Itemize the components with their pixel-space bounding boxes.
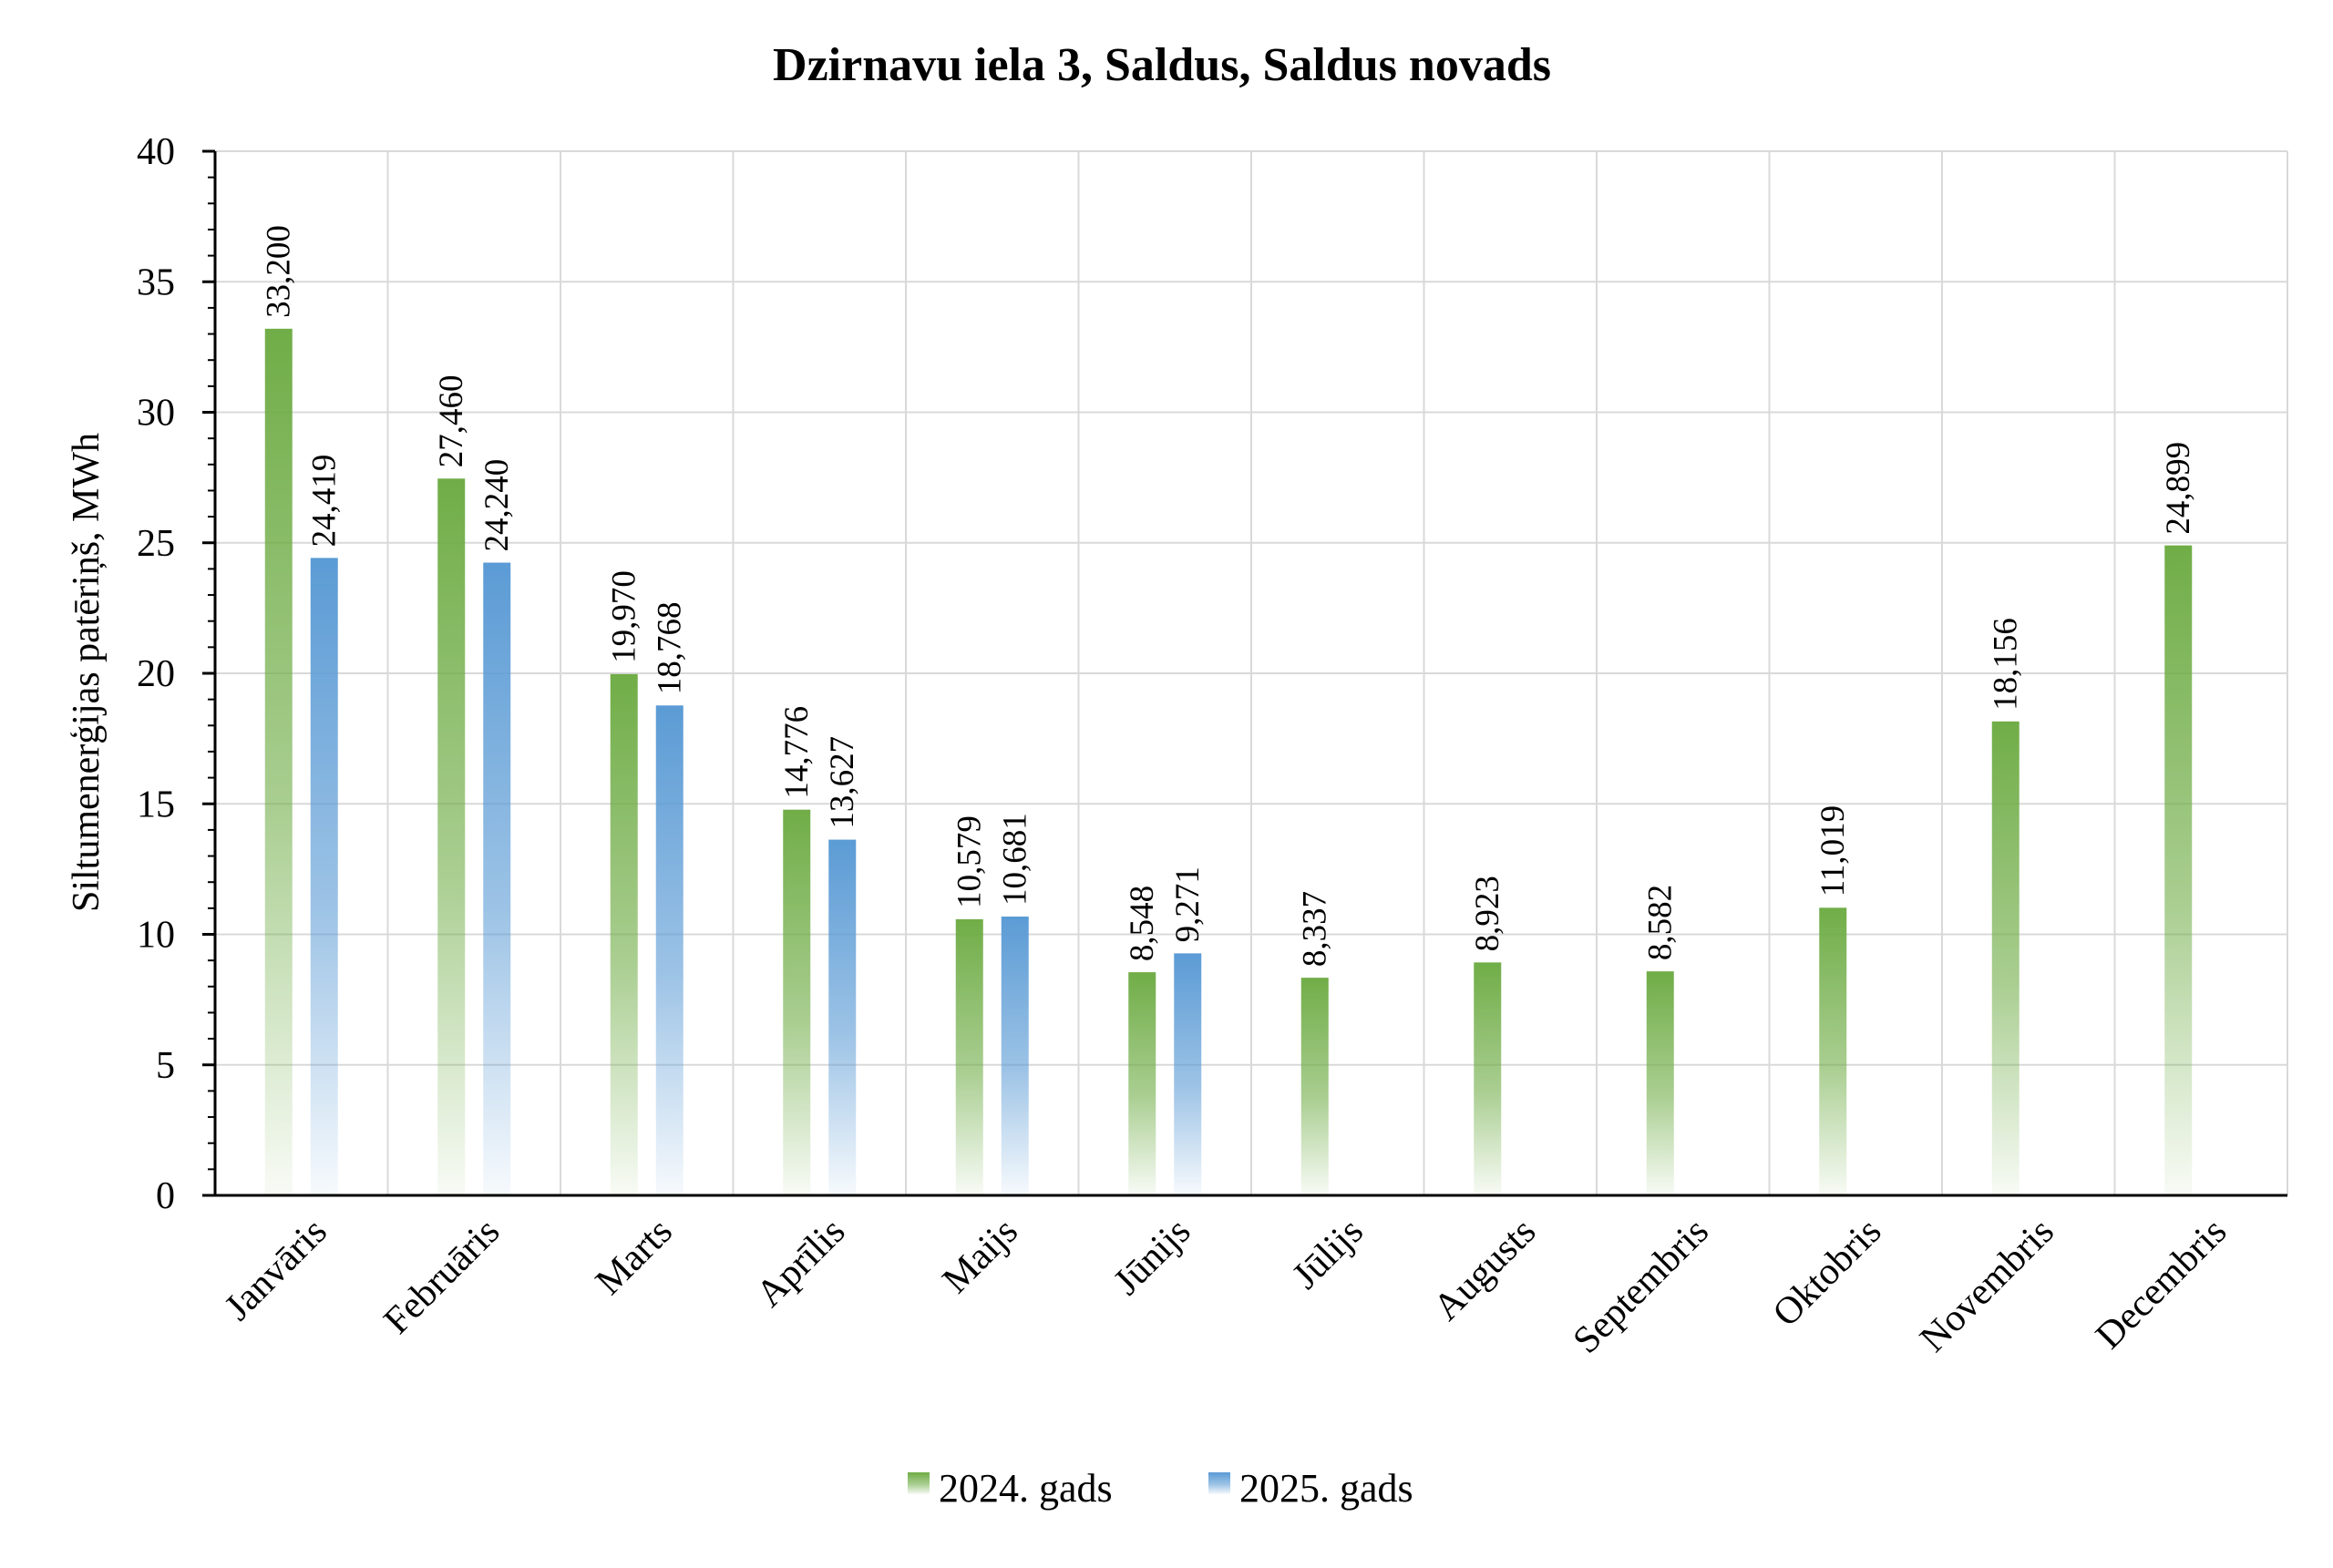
x-tick-label: Maijs bbox=[935, 1211, 1026, 1302]
x-tick-label: Septembris bbox=[1566, 1211, 1717, 1362]
bar-2024-3 bbox=[783, 809, 811, 1195]
x-tick-label: Februāris bbox=[376, 1211, 509, 1343]
data-label: 33,200 bbox=[261, 225, 298, 318]
x-tick-label: Decembris bbox=[2088, 1211, 2235, 1358]
y-tick-label: 10 bbox=[137, 915, 175, 957]
x-tick-label: Marts bbox=[588, 1211, 681, 1304]
bar-2024-1 bbox=[437, 478, 466, 1195]
bar-2024-10 bbox=[1991, 721, 2020, 1195]
data-label: 14,776 bbox=[778, 706, 816, 799]
y-tick-label: 15 bbox=[137, 784, 175, 825]
y-axis-label: Siltumenerģijas patēriņš, MWh bbox=[66, 433, 108, 912]
y-tick-label: 30 bbox=[137, 393, 175, 435]
bar-2024-6 bbox=[1300, 978, 1329, 1195]
x-tick-label: Jūlijs bbox=[1285, 1211, 1372, 1297]
data-label: 10,681 bbox=[997, 813, 1034, 906]
legend-label: 2024. gads bbox=[939, 1466, 1113, 1511]
bar-2025-1 bbox=[483, 562, 511, 1195]
data-label: 19,970 bbox=[606, 570, 643, 663]
data-label: 10,579 bbox=[951, 815, 989, 908]
y-tick-label: 40 bbox=[137, 131, 175, 173]
legend: 2024. gads 2025. gads bbox=[908, 1466, 1413, 1511]
bar-2025-0 bbox=[310, 558, 338, 1195]
legend-swatch-2025 bbox=[1208, 1472, 1230, 1494]
data-label: 8,337 bbox=[1297, 891, 1334, 967]
data-label: 24,419 bbox=[306, 455, 344, 548]
data-label: 27,460 bbox=[433, 375, 470, 468]
x-tick-label: Janvāris bbox=[217, 1211, 335, 1329]
data-label: 24,899 bbox=[2160, 442, 2197, 535]
data-label: 13,627 bbox=[824, 736, 861, 829]
data-label: 24,240 bbox=[478, 459, 516, 552]
data-label: 8,548 bbox=[1124, 886, 1161, 961]
data-label: 9,271 bbox=[1169, 866, 1207, 942]
y-tick-label: 5 bbox=[156, 1045, 175, 1087]
x-tick-label: Oktobris bbox=[1765, 1211, 1889, 1335]
x-tick-label: Augusts bbox=[1425, 1211, 1544, 1329]
data-label: 18,768 bbox=[652, 602, 689, 695]
data-label: 11,019 bbox=[1814, 805, 1852, 897]
bar-2024-9 bbox=[1819, 907, 1847, 1195]
chart-title: Dzirnavu iela 3, Saldus, Saldus novads bbox=[773, 39, 1551, 91]
legend-label: 2025. gads bbox=[1239, 1466, 1413, 1511]
data-label: 8,582 bbox=[1642, 885, 1680, 960]
data-label: 18,156 bbox=[1988, 618, 2025, 711]
bar-2024-11 bbox=[2164, 545, 2193, 1195]
legend-swatch-2024 bbox=[908, 1472, 930, 1494]
bar-2025-3 bbox=[828, 839, 857, 1195]
bar-2024-7 bbox=[1474, 962, 1502, 1195]
x-tick-label: Novembris bbox=[1912, 1211, 2062, 1361]
bar-2024-2 bbox=[610, 673, 638, 1195]
gridlines bbox=[215, 150, 2288, 1195]
bar-2024-4 bbox=[955, 918, 983, 1195]
bar-2025-5 bbox=[1174, 953, 1202, 1195]
data-label: 8,923 bbox=[1469, 876, 1506, 951]
bar-2025-2 bbox=[655, 705, 683, 1195]
y-tick-label: 20 bbox=[137, 653, 175, 695]
x-tick-label: Aprīlis bbox=[748, 1211, 853, 1316]
bar-2025-4 bbox=[1001, 916, 1029, 1195]
y-tick-label: 35 bbox=[137, 261, 175, 303]
bar-2024-8 bbox=[1646, 971, 1674, 1195]
bars bbox=[264, 328, 2193, 1195]
y-tick-label: 25 bbox=[137, 523, 175, 565]
x-tick-label: Jūnijs bbox=[1105, 1211, 1198, 1304]
y-tick-label: 0 bbox=[156, 1175, 175, 1217]
bar-2024-5 bbox=[1128, 972, 1156, 1195]
bar-2024-0 bbox=[264, 328, 293, 1195]
